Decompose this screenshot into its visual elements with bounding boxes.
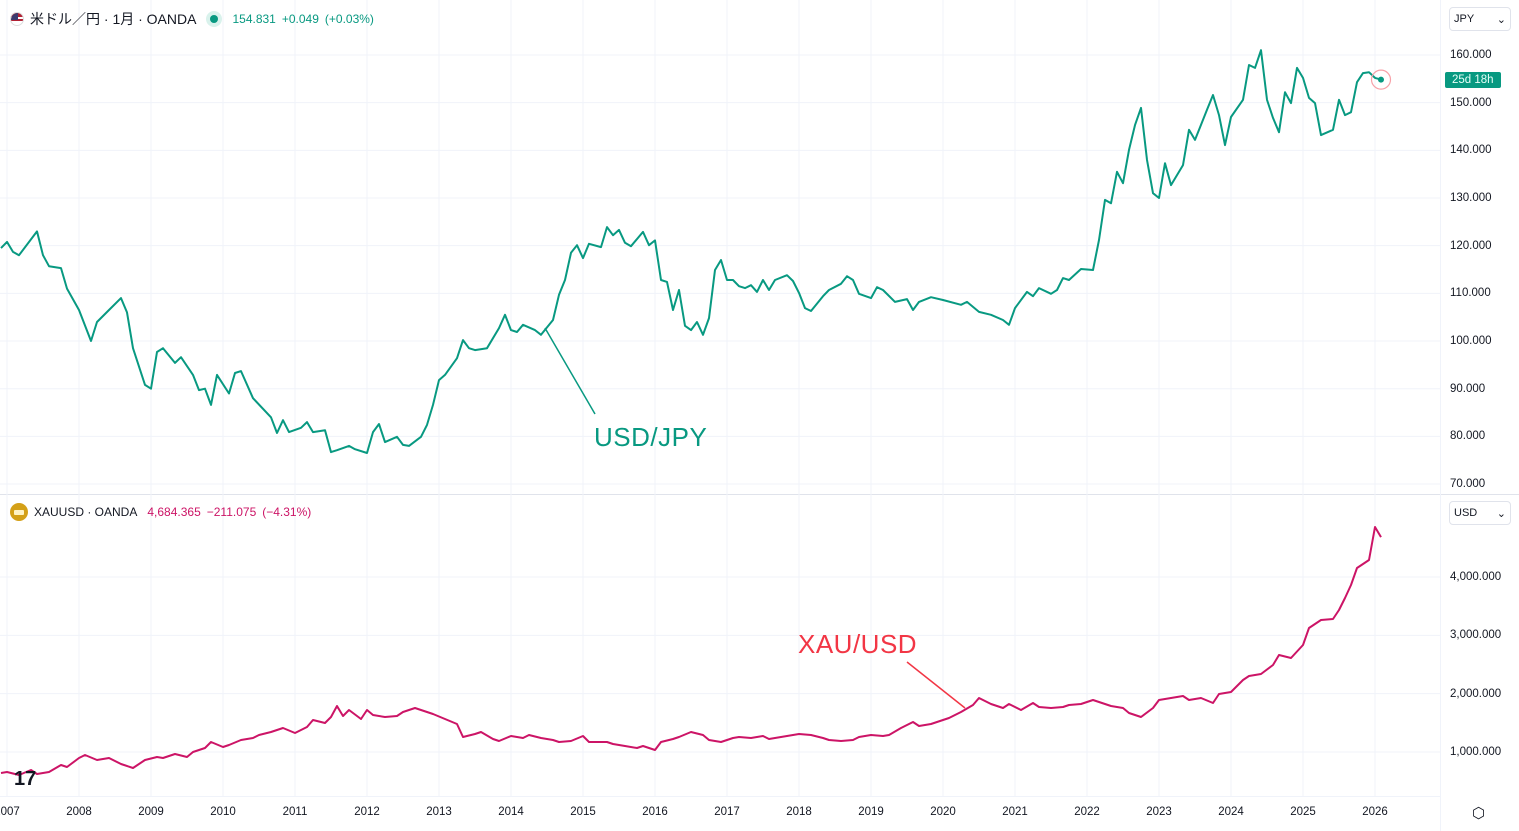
settings-icon[interactable]: ⬡ (1472, 805, 1486, 822)
price-tick-label: 3,000.000 (1450, 629, 1502, 642)
price-tick-label: 70.000 (1450, 478, 1486, 491)
usdjpy-line (0, 49, 1382, 454)
tradingview-logo[interactable]: 17 (14, 768, 37, 790)
market-status-icon (206, 11, 223, 27)
price-change: −211.075 (206, 505, 257, 519)
price-tick-label: 2,000.000 (1450, 687, 1502, 700)
xauusd-legend: XAUUSD · OANDA 4,684.365 −211.075 (−4.31… (10, 503, 311, 521)
last-price: 4,684.365 (147, 505, 201, 519)
price-tick-label: 130.000 (1450, 192, 1492, 204)
currency-select-usd[interactable]: USD ⌄ (1449, 501, 1511, 525)
price-tick-label: 1,000.000 (1450, 746, 1502, 758)
price-tick-label: 90.000 (1450, 382, 1486, 395)
currency-select-jpy[interactable]: JPY ⌄ (1449, 7, 1511, 31)
symbol-title[interactable]: XAUUSD · OANDA (34, 505, 138, 519)
time-tick-label: 2013 (426, 806, 452, 818)
price-change-percent: (−4.31%) (262, 505, 312, 519)
time-tick-label: 2020 (930, 806, 956, 818)
gold-bars-icon (10, 503, 28, 521)
time-tick-label: 2025 (1290, 806, 1316, 818)
time-tick-label: 2016 (642, 806, 668, 818)
time-tick-label: 2011 (282, 806, 308, 818)
time-tick-label: 2010 (210, 806, 236, 818)
usdjpy-legend: 米ドル／円 · 1月 · OANDA 154.831 +0.049 (+0.03… (10, 9, 374, 29)
price-tick-label: 150.000 (1450, 96, 1492, 109)
time-tick-label: 2015 (570, 806, 596, 818)
time-tick-label: 2017 (714, 806, 740, 818)
time-tick-label: 2018 (786, 806, 812, 818)
xauusd-annotation-line (906, 661, 966, 709)
time-tick-label: 2026 (1362, 806, 1388, 818)
price-change-percent: (+0.03%) (324, 12, 374, 26)
symbol-title[interactable]: 米ドル／円 · 1月 · OANDA (30, 11, 197, 27)
last-price-dot (1378, 76, 1384, 83)
currency-label: JPY (1454, 13, 1475, 25)
time-tick-label: 2008 (66, 806, 92, 818)
time-tick-label: 2007 (0, 806, 20, 818)
price-tick-label: 100.000 (1450, 335, 1492, 348)
xauusd-line (0, 526, 1382, 776)
time-tick-label: 2021 (1002, 806, 1028, 818)
time-tick-label: 2012 (354, 806, 380, 818)
price-tick-label: 110.000 (1450, 287, 1491, 300)
chevron-down-icon: ⌄ (1496, 508, 1506, 520)
price-tick-label: 120.000 (1450, 239, 1492, 252)
price-tick-label: 160.000 (1450, 49, 1492, 61)
time-tick-label: 2023 (1146, 806, 1172, 818)
currency-label: USD (1454, 507, 1478, 519)
xauusd-annotation[interactable]: XAU/USD (798, 629, 918, 659)
last-price: 154.831 (232, 12, 276, 26)
time-tick-label: 2014 (498, 806, 524, 818)
time-tick-label: 2022 (1074, 806, 1100, 818)
price-tick-label: 140.000 (1450, 144, 1492, 157)
usdjpy-annotation-line (544, 327, 596, 415)
usdjpy-annotation[interactable]: USD/JPY (594, 422, 708, 452)
time-tick-label: 2019 (858, 806, 884, 818)
time-tick-label: 2024 (1218, 806, 1244, 818)
last-price-pulse-ring (1370, 69, 1392, 90)
time-tick-label: 2009 (138, 806, 164, 818)
chevron-down-icon: ⌄ (1496, 14, 1506, 26)
price-tick-label: 4,000.000 (1450, 571, 1502, 583)
bar-countdown-tag: 25d 18h (1445, 72, 1501, 88)
price-tick-label: 80.000 (1450, 430, 1486, 443)
us-flag-icon (10, 12, 24, 26)
price-change: +0.049 (281, 12, 319, 26)
